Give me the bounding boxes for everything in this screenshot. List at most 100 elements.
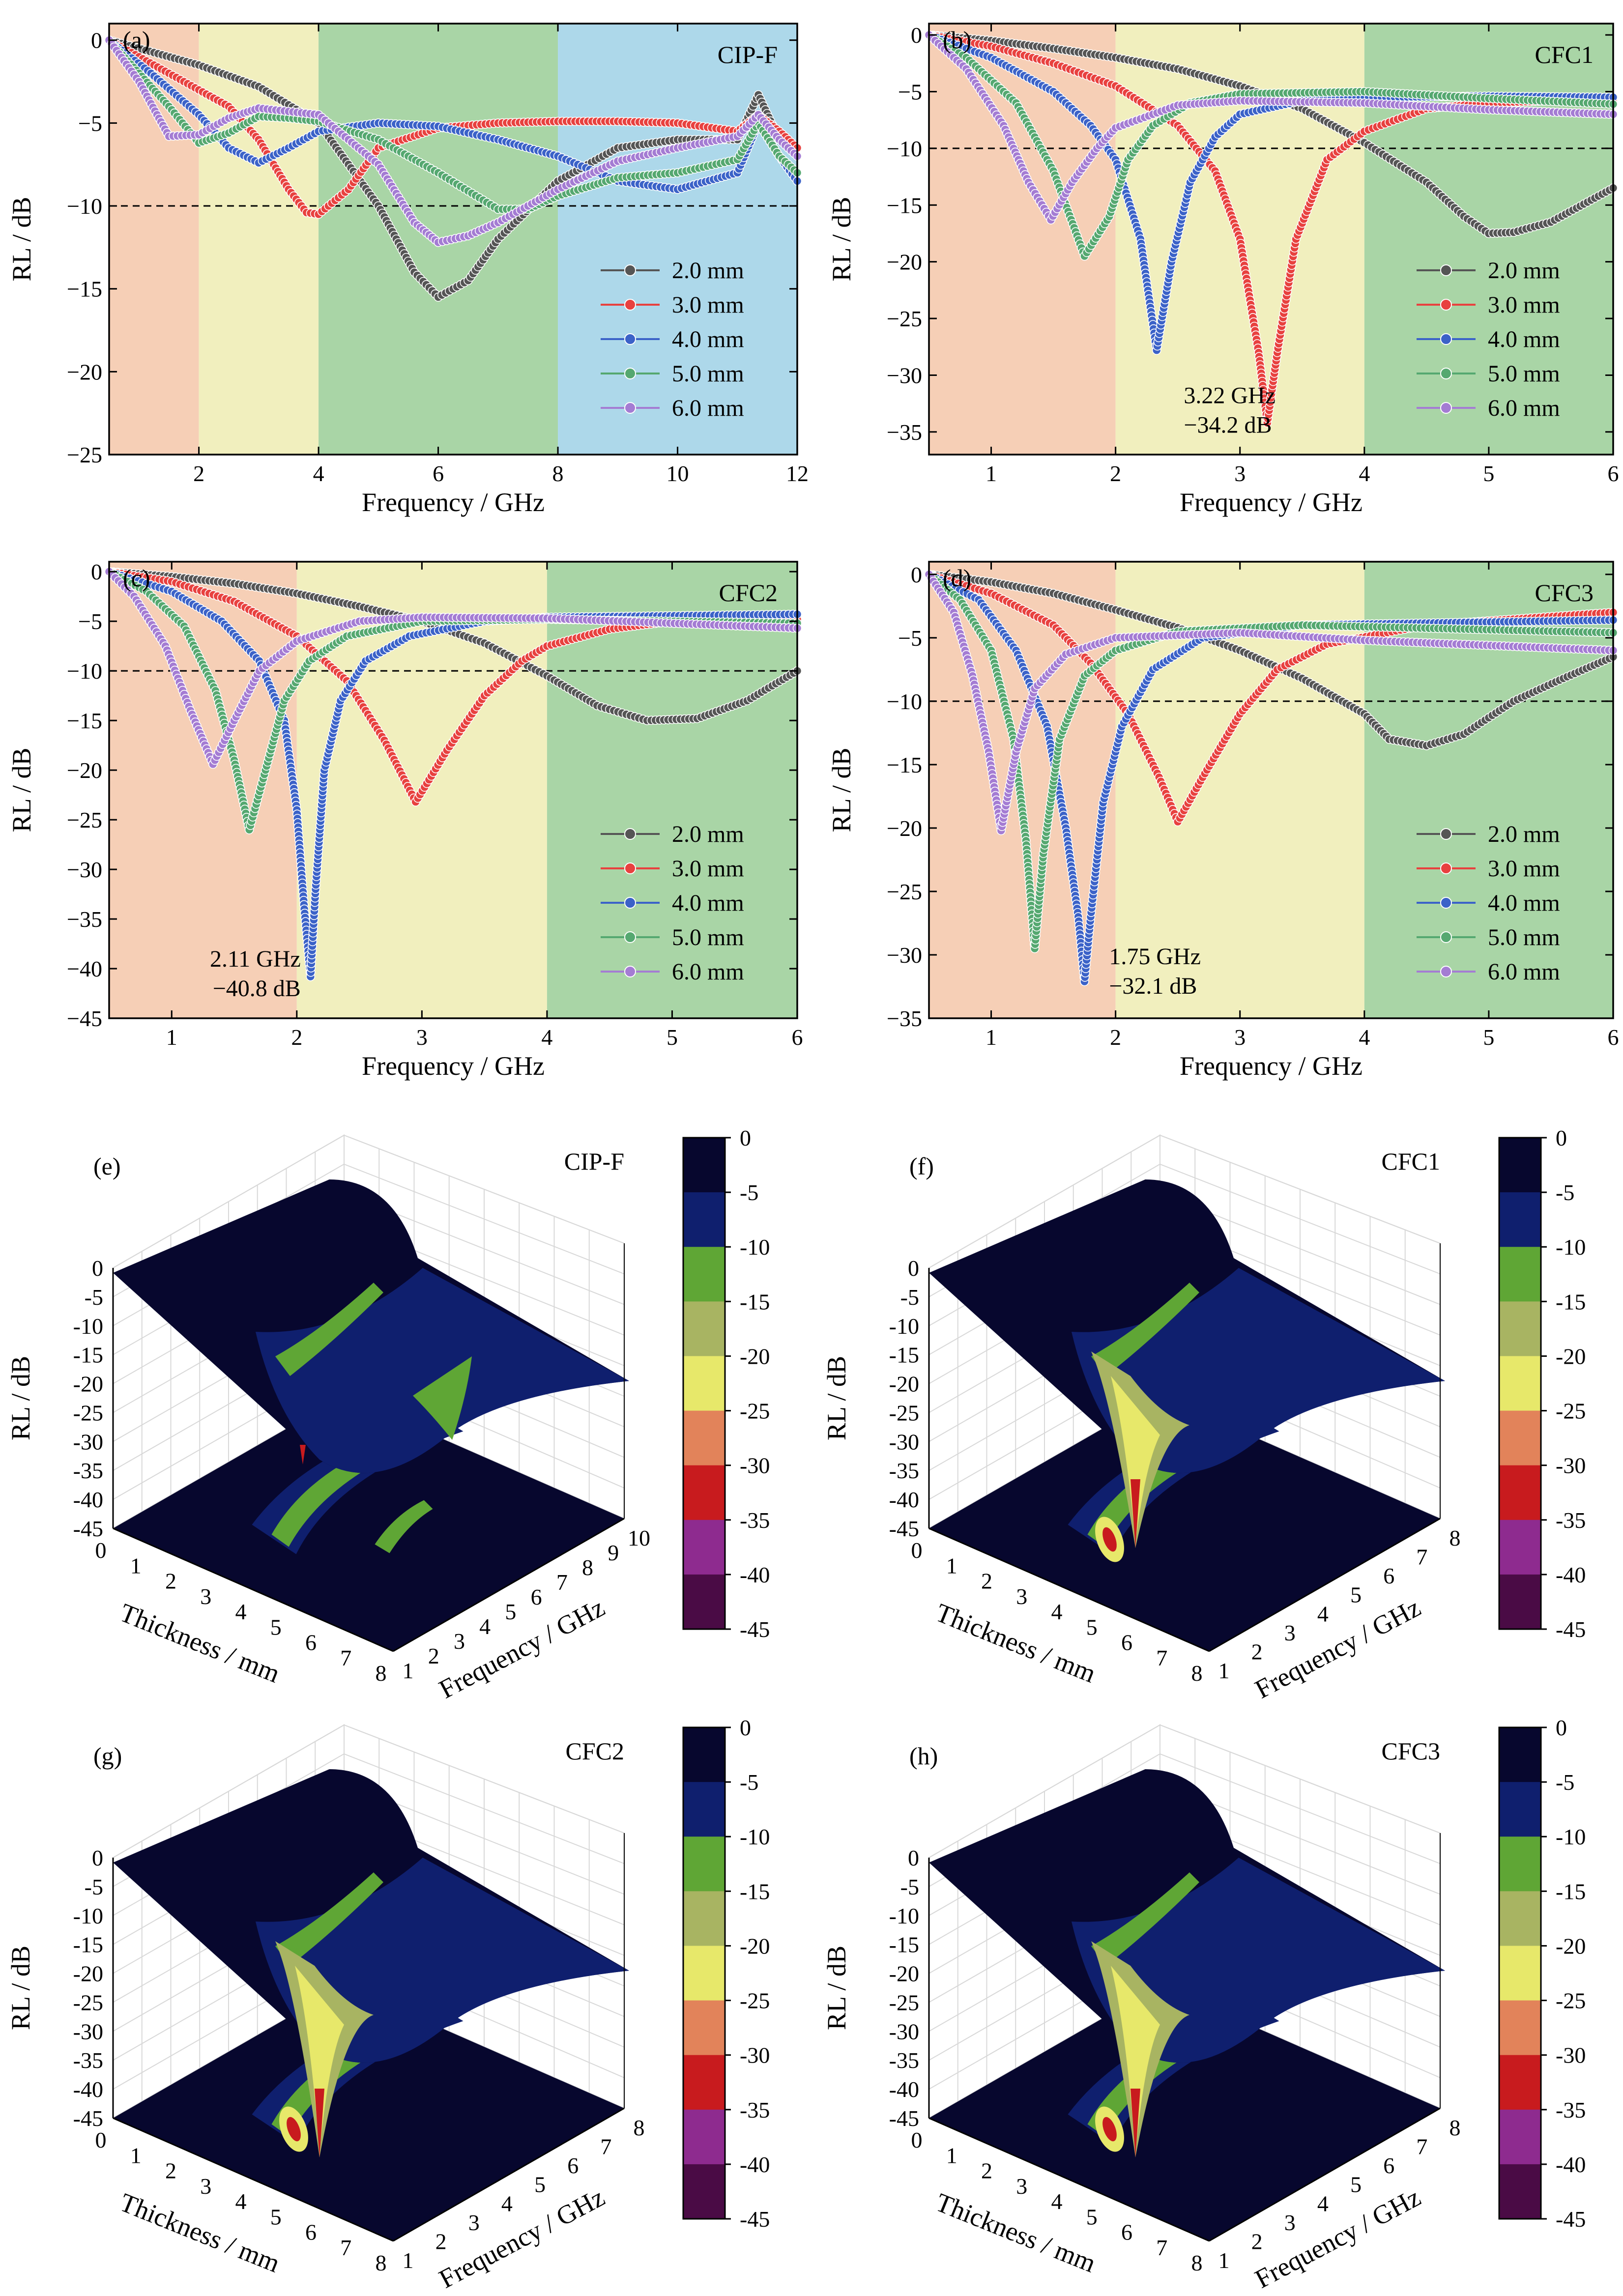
- z-tick-label: -20: [889, 1372, 919, 1397]
- y-tick-label: −30: [887, 943, 922, 968]
- legend-entry: 5.0 mm: [672, 361, 744, 387]
- x-tick-label: 4: [313, 461, 324, 486]
- y-tick-label: −45: [67, 1006, 102, 1031]
- y-tick-label: −35: [887, 1006, 922, 1031]
- panel-c: 1 2 3 4 5 60−5−10−15−20−25−30−35−40−45Frequen…: [7, 559, 803, 1081]
- legend-entry: 6.0 mm: [672, 395, 744, 421]
- plot-frame: [108, 23, 798, 456]
- colorbar-tick-label: -45: [1556, 1617, 1586, 1642]
- y-tick-label: −20: [67, 359, 102, 384]
- y-tick-label: −35: [887, 420, 922, 445]
- panel-title: CFC1: [1381, 1148, 1440, 1175]
- x-tick-label: 6: [1608, 461, 1619, 486]
- y-tick-label: −10: [67, 659, 102, 684]
- colorbar-tick-label: -25: [1556, 1399, 1586, 1424]
- legend-entry: 3.0 mm: [1488, 292, 1560, 318]
- y-tick-label: −25: [887, 879, 922, 904]
- y-tick-label: −25: [887, 306, 922, 331]
- legend-entry: 3.0 mm: [1488, 856, 1560, 882]
- z-tick-label: 0: [92, 1256, 103, 1281]
- x-tick-label: 4: [1359, 1025, 1370, 1050]
- y-tick-label: −15: [887, 193, 922, 218]
- z-tick-label: -25: [889, 1400, 919, 1425]
- colorbar-segment: [1499, 1192, 1541, 1248]
- legend-marker: [624, 931, 636, 943]
- frequency-tick-label: 9: [608, 1540, 619, 1565]
- y-axis-label: RL / dB: [827, 747, 856, 832]
- x-tick-label: 12: [786, 461, 809, 486]
- thickness-tick-label: 7: [340, 1645, 351, 1670]
- legend-marker: [624, 402, 636, 414]
- legend-entry: 2.0 mm: [672, 821, 744, 847]
- y-tick-label: −40: [67, 956, 102, 981]
- frequency-tick-label: 2: [428, 1643, 439, 1668]
- frequency-tick-label: 8: [582, 1555, 593, 1580]
- frequency-tick-label: 6: [1383, 1563, 1394, 1588]
- x-tick-label: 3: [416, 1025, 428, 1050]
- colorbar-tick-label: -35: [1556, 1508, 1586, 1533]
- y-tick-label: −10: [887, 689, 922, 714]
- panel-label: (c): [123, 564, 150, 592]
- y-tick-label: −20: [887, 250, 922, 275]
- z-tick-label: -10: [889, 1314, 919, 1339]
- colorbar: 0-5-10-15-20-25-30-35-40-45: [682, 1125, 770, 1642]
- frequency-tick-label: 4: [479, 1614, 491, 1639]
- z-tick-label: -40: [889, 1487, 919, 1512]
- thickness-tick-label: 5: [270, 1614, 282, 1639]
- colorbar-tick-label: -15: [1556, 1289, 1586, 1314]
- frequency-band: [199, 24, 319, 455]
- colorbar-segment: [683, 1410, 725, 1466]
- frequency-tick-label: 1: [403, 1658, 414, 1683]
- colorbar-tick-label: -25: [740, 1399, 770, 1424]
- y-tick-label: −5: [898, 626, 922, 651]
- colorbar-tick-label: -40: [740, 1562, 770, 1587]
- thickness-tick-label: 8: [376, 1661, 387, 1686]
- series-markers: [924, 30, 1618, 428]
- series-markers: [104, 35, 802, 214]
- y-axis-label: RL / dB: [827, 197, 856, 281]
- legend-marker: [1440, 368, 1452, 379]
- x-tick-label: 1: [985, 461, 997, 486]
- x-axis-label: Frequency / GHz: [1180, 1051, 1362, 1081]
- y-tick-label: −30: [887, 363, 922, 388]
- legend-marker: [624, 264, 636, 276]
- colorbar-tick-label: -5: [1556, 1180, 1574, 1205]
- peak-annotation: 2.11 GHz: [210, 946, 301, 972]
- panel-title: CIP-F: [718, 41, 778, 68]
- legend-marker: [1440, 862, 1452, 874]
- legend-entry: 4.0 mm: [672, 326, 744, 352]
- colorbar-segment: [683, 1247, 725, 1302]
- legend-marker: [624, 897, 636, 909]
- thickness-axis-label: Thickness / mm: [932, 1598, 1100, 1689]
- frequency-tick-label: 6: [531, 1584, 542, 1609]
- colorbar-tick-label: -20: [740, 1344, 770, 1369]
- peak-annotation: −32.1 dB: [1109, 973, 1197, 999]
- z-tick-label: -5: [900, 1285, 919, 1310]
- frequency-band: [929, 24, 1116, 455]
- colorbar-segment: [1499, 1356, 1541, 1411]
- colorbar-segment: [683, 1138, 725, 1193]
- peak-annotation: −34.2 dB: [1184, 412, 1272, 438]
- z-tick-label: -30: [889, 1429, 919, 1454]
- y-tick-label: −25: [67, 807, 102, 832]
- y-tick-label: −35: [67, 907, 102, 932]
- y-axis-label: RL / dB: [7, 197, 36, 281]
- x-tick-label: 6: [433, 461, 444, 486]
- frequency-band: [558, 24, 797, 455]
- legend-entry: 5.0 mm: [672, 924, 744, 950]
- colorbar-tick-label: -40: [1556, 1562, 1586, 1587]
- frequency-tick-label: 4: [1317, 1601, 1329, 1626]
- colorbar-tick-label: -20: [1556, 1344, 1586, 1369]
- colorbar-tick-label: 0: [1556, 1125, 1567, 1150]
- colorbar-tick-label: -30: [1556, 1453, 1586, 1478]
- x-tick-label: 8: [552, 461, 564, 486]
- colorbar-tick-label: -10: [1556, 1234, 1586, 1260]
- x-tick-label: 3: [1234, 461, 1246, 486]
- legend-marker: [624, 966, 636, 977]
- colorbar-tick-label: -35: [740, 1508, 770, 1533]
- frequency-tick-label: 3: [454, 1629, 465, 1654]
- z-tick-label: -15: [889, 1343, 919, 1368]
- peak-annotation: 1.75 GHz: [1109, 944, 1201, 970]
